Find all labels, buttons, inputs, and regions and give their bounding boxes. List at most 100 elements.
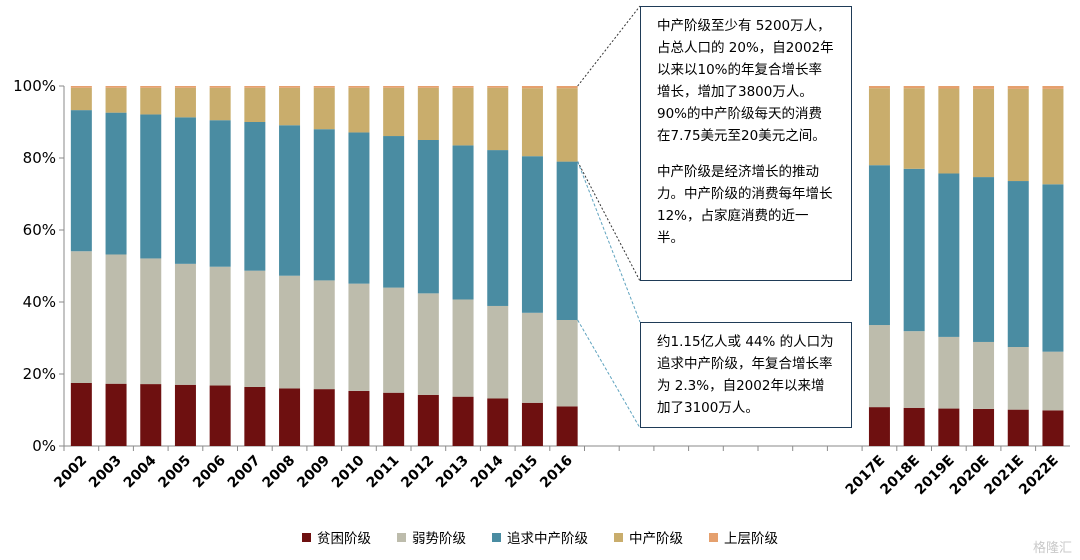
bar-segment xyxy=(938,173,960,337)
legend-item-poor: 贫困阶级 xyxy=(302,527,371,547)
legend-item-aspiring: 追求中产阶级 xyxy=(492,527,588,547)
bar-segment xyxy=(487,150,509,306)
leader-line xyxy=(577,319,641,429)
bar-segment xyxy=(556,161,578,320)
bar-segment xyxy=(487,305,509,399)
bar-segment xyxy=(383,136,405,288)
bar-segment xyxy=(903,407,925,446)
bar-segment xyxy=(105,383,127,446)
bar-segment xyxy=(70,86,92,88)
bar-segment xyxy=(70,110,92,252)
bar-segment xyxy=(209,266,231,386)
legend-label: 贫困阶级 xyxy=(317,531,371,547)
bar-segment xyxy=(556,406,578,446)
bar-segment xyxy=(279,388,301,446)
bar-segment xyxy=(383,86,405,88)
bar-segment xyxy=(348,87,370,133)
bar-segment xyxy=(1007,347,1029,410)
bar-segment xyxy=(244,86,266,88)
bar-segment xyxy=(452,145,474,300)
bar-segment xyxy=(174,87,196,118)
bar-segment xyxy=(973,88,995,178)
x-tick-label: 2008 xyxy=(260,453,299,492)
bar-segment xyxy=(383,392,405,446)
x-tick-label: 2002 xyxy=(51,453,90,492)
bar-segment xyxy=(973,86,995,89)
bar-segment xyxy=(903,88,925,169)
bar-segment xyxy=(938,86,960,89)
bar-segment xyxy=(70,87,92,111)
bar-segment xyxy=(348,132,370,284)
bar-segment xyxy=(452,87,474,146)
bar-segment xyxy=(417,86,439,88)
bar-segment xyxy=(487,398,509,446)
legend-label: 弱势阶级 xyxy=(412,531,466,547)
legend-label: 追求中产阶级 xyxy=(507,531,588,547)
bar-segment xyxy=(868,407,890,446)
y-tick-label: 80% xyxy=(23,149,56,167)
bar-segment xyxy=(452,86,474,88)
bar-segment xyxy=(70,251,92,383)
legend-swatch xyxy=(614,532,623,542)
x-tick-label: 2013 xyxy=(433,453,472,492)
x-tick-label: 2003 xyxy=(86,453,125,492)
bar-segment xyxy=(973,341,995,409)
bar-segment xyxy=(556,320,578,407)
bar-segment xyxy=(105,112,127,255)
bar-segment xyxy=(452,396,474,446)
x-tick-label: 2007 xyxy=(225,453,264,492)
y-tick-label: 100% xyxy=(13,77,56,95)
x-tick-label: 2014 xyxy=(468,452,507,491)
legend-label: 上层阶级 xyxy=(724,531,778,547)
bar-segment xyxy=(521,402,543,446)
bar-segment xyxy=(903,86,925,89)
bar-segment xyxy=(105,254,127,384)
bar-segment xyxy=(938,408,960,446)
x-tick-label: 2015 xyxy=(502,453,541,492)
y-tick-label: 20% xyxy=(23,365,56,383)
bar-segment xyxy=(209,86,231,88)
bar-segment xyxy=(487,87,509,151)
bar-segment xyxy=(1007,181,1029,347)
bar-segment xyxy=(383,287,405,393)
bar-segment xyxy=(452,299,474,397)
bar-segment xyxy=(1007,86,1029,89)
bar-segment xyxy=(973,408,995,446)
legend-item-upper: 上层阶级 xyxy=(709,527,778,547)
bar-segment xyxy=(1007,409,1029,446)
bar-segment xyxy=(556,86,578,89)
bar-segment xyxy=(1042,351,1064,411)
annotation-middle-class-p1: 中产阶级至少有 5200万人，占总人口的 20%，自2002年以来以10%的年复… xyxy=(657,18,834,144)
bar-segment xyxy=(383,87,405,137)
annotation-aspiring-class: 约1.15亿人或 44% 的人口为追求中产阶级，年复合增长率为 2.3%，自20… xyxy=(640,322,852,428)
bar-segment xyxy=(417,394,439,446)
legend-item-vulnerable: 弱势阶级 xyxy=(397,527,466,547)
x-tick-label: 2009 xyxy=(294,453,333,492)
bar-segment xyxy=(313,129,335,281)
bar-segment xyxy=(1042,88,1064,185)
bar-segment xyxy=(348,283,370,391)
bar-segment xyxy=(140,87,162,115)
bar-segment xyxy=(279,275,301,389)
bar-segment xyxy=(348,390,370,446)
bar-segment xyxy=(417,293,439,395)
bar-segment xyxy=(174,86,196,88)
legend-swatch xyxy=(492,532,501,542)
bar-segment xyxy=(903,168,925,332)
bar-segment xyxy=(1042,410,1064,446)
bar-segment xyxy=(244,122,266,271)
legend-swatch xyxy=(302,532,311,542)
bar-segment xyxy=(140,384,162,446)
bar-segment xyxy=(417,140,439,294)
bar-segment xyxy=(279,87,301,126)
bar-segment xyxy=(174,117,196,264)
legend-swatch xyxy=(709,532,718,542)
bar-segment xyxy=(70,383,92,446)
bar-segment xyxy=(174,384,196,446)
bar-segment xyxy=(279,125,301,276)
leader-line xyxy=(577,161,641,282)
bar-segment xyxy=(348,86,370,88)
bar-segment xyxy=(244,87,266,122)
bar-segment xyxy=(313,389,335,446)
